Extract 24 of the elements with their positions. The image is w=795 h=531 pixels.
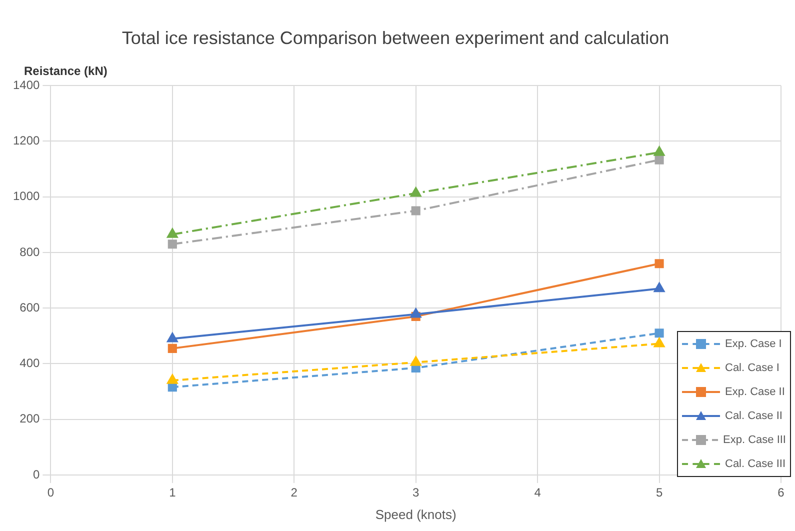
y-tick-label: 1400 [12, 78, 40, 92]
legend-label: Exp. Case II [725, 386, 785, 398]
x-tick-label: 2 [290, 486, 298, 500]
legend-label: Cal. Case I [725, 362, 780, 374]
y-tick-label: 0 [33, 467, 40, 482]
x-tick-label: 3 [412, 486, 420, 500]
y-tick-label: 1000 [12, 189, 40, 204]
legend-label: Cal. Case II [725, 410, 782, 422]
x-tick-label: 6 [778, 486, 785, 500]
y-axis-title: Reistance (kN) [24, 64, 108, 78]
y-tick-label: 400 [20, 356, 40, 370]
chart-title: Total ice resistance Comparison between experiment and calculation [122, 28, 670, 48]
x-tick-label: 1 [169, 486, 176, 500]
legend-label: Exp. Case III [723, 434, 786, 446]
x-tick-label: 4 [534, 486, 542, 500]
y-tick-label: 1200 [12, 134, 40, 148]
y-tick-label: 800 [20, 244, 40, 259]
y-tick-label: 200 [20, 412, 40, 426]
x-tick-label: 5 [656, 486, 663, 500]
y-tick-label: 600 [20, 300, 40, 314]
x-tick-label: 0 [47, 486, 54, 500]
legend-label: Cal. Case III [725, 458, 786, 470]
legend-label: Exp. Case I [725, 338, 782, 350]
x-axis-title: Speed (knots) [375, 506, 456, 522]
